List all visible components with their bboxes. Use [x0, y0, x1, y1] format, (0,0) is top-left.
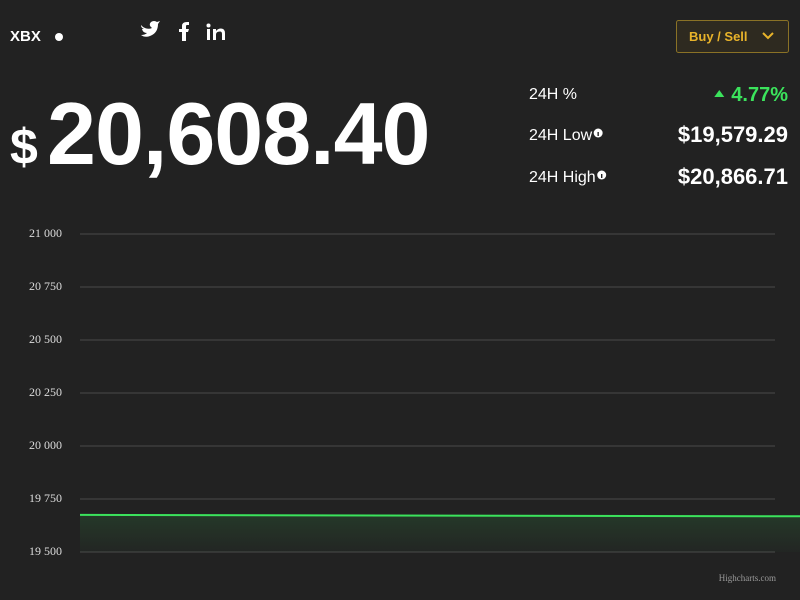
chevron[interactable] [762, 32, 774, 40]
currency: $ [10, 119, 38, 175]
y-tick-label: 20 750 [29, 279, 62, 293]
facebook-icon[interactable] [179, 22, 189, 41]
info-icon-mark [597, 132, 599, 136]
credits: Highcharts.com [719, 573, 776, 583]
buy-sell-button[interactable]: Buy / Sell [676, 20, 789, 53]
y-tick-label: 21 000 [29, 226, 62, 240]
button-label[interactable]: Buy / Sell [689, 29, 748, 44]
y-tick-label: 20 000 [29, 438, 62, 452]
stat-value: $19,579.29 [678, 122, 788, 147]
y-tick-label: 20 500 [29, 332, 62, 346]
price: 20,608.40 [47, 84, 430, 183]
twitter-icon[interactable] [141, 21, 160, 37]
stats: 24H % 4.77% 24H Low $19,579.29 24H High $20,8… [529, 84, 788, 189]
stat-label: 24H Low [529, 127, 593, 144]
stat-label: 24H High [529, 169, 596, 186]
y-tick-label: 20 250 [29, 385, 62, 399]
y-tick-label: 19 500 [29, 544, 62, 558]
stat-label: 24H % [529, 86, 577, 103]
up-arrow [714, 90, 725, 97]
linkedin-icon[interactable] [206, 23, 226, 41]
info-icon-mark [601, 174, 603, 178]
button-frame[interactable] [676, 20, 789, 53]
symbol: XBX [10, 28, 41, 45]
stat-value: $20,866.71 [678, 164, 788, 189]
chart: 19 500 19 750 20 000 20 250 20 500 20 750 21 0… [29, 226, 800, 583]
stat-value: 4.77% [731, 84, 788, 106]
y-tick-label: 19 750 [29, 491, 62, 505]
info-icon[interactable] [55, 33, 63, 41]
area-fill [80, 514, 800, 552]
